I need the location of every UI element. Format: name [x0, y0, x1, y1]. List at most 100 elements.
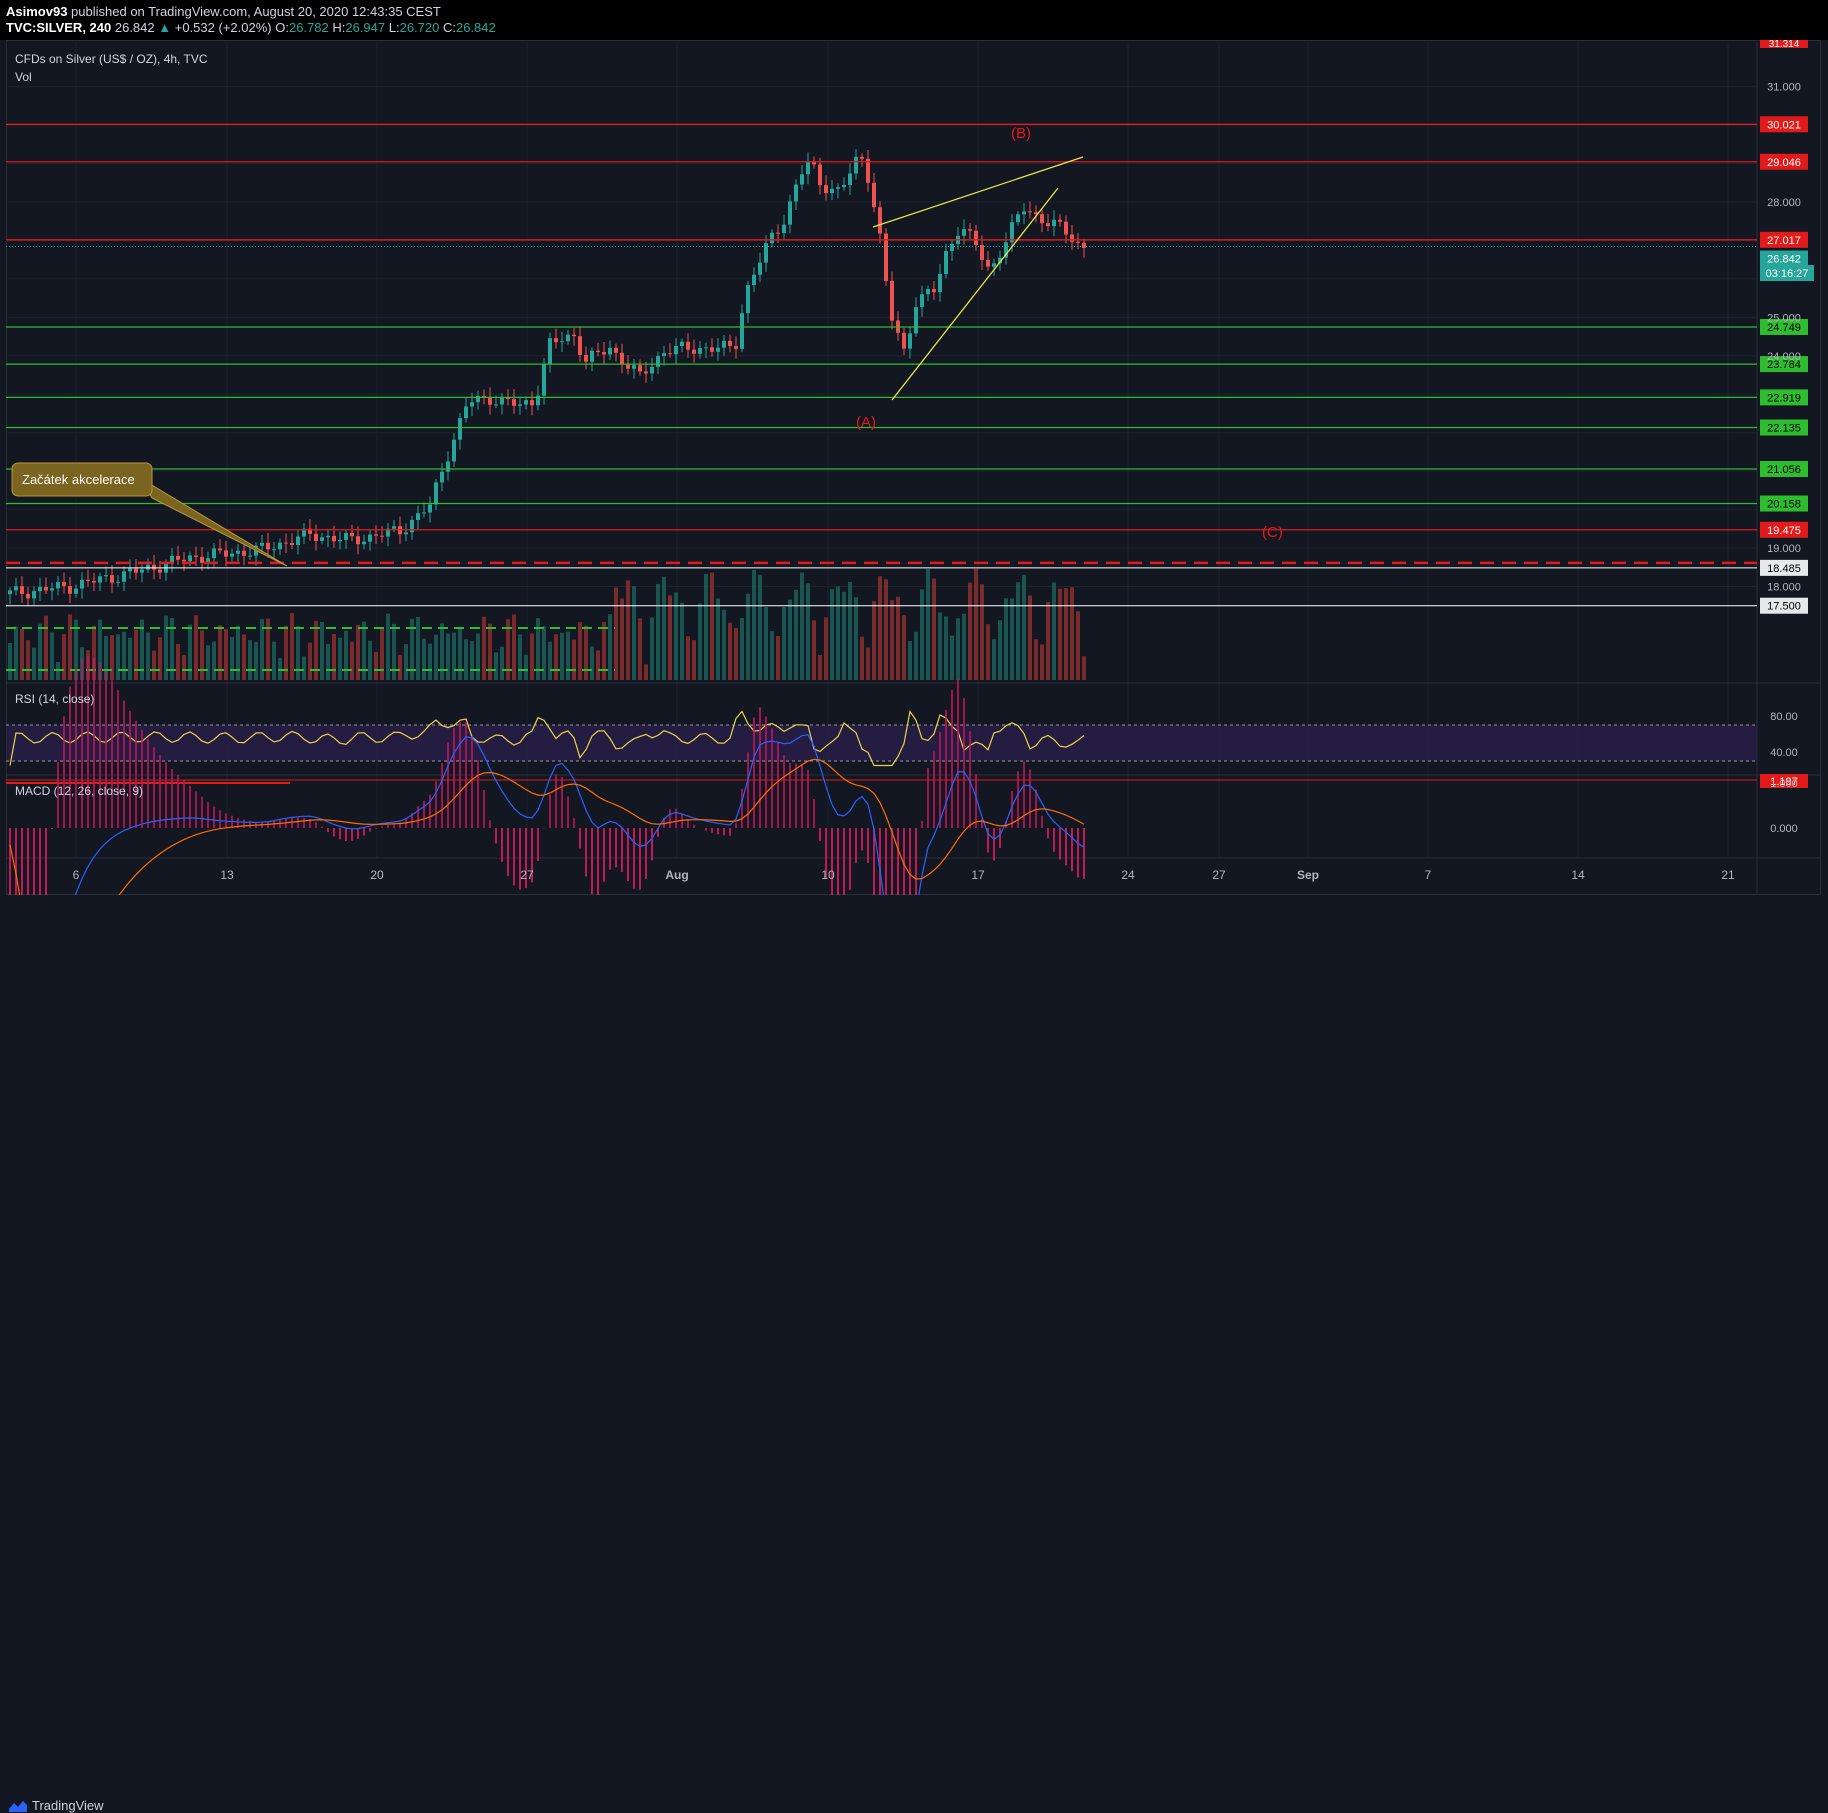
volume-bar — [194, 615, 198, 680]
candle-body — [488, 397, 492, 405]
macd-histogram-bar — [375, 828, 377, 829]
volume-bar — [248, 640, 252, 680]
volume-bar — [518, 634, 522, 680]
volume-bar — [524, 655, 528, 680]
volume-bar — [452, 633, 456, 680]
macd-histogram-bar — [321, 827, 323, 828]
candle-body — [140, 570, 144, 573]
volume-bar — [686, 636, 690, 680]
macd-histogram-bar — [135, 721, 137, 828]
candle-body — [38, 587, 42, 591]
candle-body — [686, 342, 690, 350]
macd-histogram-bar — [939, 732, 941, 828]
macd-histogram-bar — [651, 828, 653, 860]
volume-bar — [314, 621, 318, 680]
candle-body — [8, 590, 12, 594]
candle-body — [428, 504, 432, 512]
macd-legend[interactable]: MACD (12, 26, close, 9) — [15, 784, 143, 798]
candle-body — [596, 351, 600, 352]
volume-bar — [812, 620, 816, 680]
volume-bar — [572, 640, 576, 680]
macd-histogram-bar — [99, 663, 101, 828]
candle-body — [134, 569, 138, 573]
time-tick: Sep — [1297, 868, 1319, 882]
drawing-tools[interactable]: Začátek akcelerace (A) (B) (C) — [12, 125, 1283, 566]
candle-body — [272, 549, 276, 550]
volume-bar — [704, 574, 708, 680]
volume-bar — [476, 633, 480, 680]
candle-body — [968, 229, 972, 231]
candle-body — [944, 251, 948, 274]
candle-body — [500, 397, 504, 404]
volume-bar — [134, 630, 138, 680]
macd-histogram-bar — [891, 828, 893, 895]
volume-bar — [116, 634, 120, 680]
volume-bar — [1052, 583, 1056, 680]
macd-histogram-bar — [9, 828, 11, 895]
volume-bar — [764, 607, 768, 680]
volume-bar — [50, 632, 54, 680]
macd-histogram-bar — [447, 742, 449, 828]
volume-bar — [746, 594, 750, 680]
candle-body — [566, 335, 570, 341]
footer: TradingView — [0, 895, 1828, 927]
volume-bar — [782, 607, 786, 680]
macd-histogram-bar — [459, 722, 461, 828]
volume-bar — [494, 652, 498, 680]
candle-body — [266, 543, 270, 549]
candle-body — [236, 551, 240, 554]
volume-bars — [8, 569, 1086, 680]
time-tick: 10 — [821, 868, 835, 882]
macd-histogram-bar — [711, 828, 713, 833]
volume-bar — [644, 664, 648, 680]
volume-bar — [692, 640, 696, 680]
macd-histogram-bar — [69, 687, 71, 828]
candle-body — [146, 565, 150, 570]
volume-bar — [428, 644, 432, 680]
price-level-label: 26.842 — [1760, 251, 1808, 267]
volume-bar — [974, 569, 978, 680]
candle-body — [368, 534, 372, 541]
volume-bar — [1040, 645, 1044, 680]
candle-body — [128, 569, 132, 572]
volume-bar — [608, 614, 612, 680]
volume-bar — [596, 650, 600, 680]
rsi-legend[interactable]: RSI (14, close) — [15, 692, 94, 706]
candle-body — [464, 407, 468, 419]
candle-body — [278, 543, 282, 550]
chart-canvas[interactable]: 30.02129.04627.01726.84224.74923.78422.9… — [0, 0, 1828, 895]
volume-bar — [398, 655, 402, 680]
candle-body — [176, 556, 180, 560]
candle-body — [68, 586, 72, 594]
macd-histogram-bar — [39, 828, 41, 895]
time-tick: 20 — [370, 868, 384, 882]
volume-legend[interactable]: Vol — [15, 70, 32, 84]
candle-body — [902, 333, 906, 349]
price-level-text: 18.485 — [1767, 563, 1801, 575]
time-tick: 14 — [1571, 868, 1585, 882]
candle-body — [590, 351, 594, 362]
macd-histogram-bar — [717, 828, 719, 834]
macd-histogram-bar — [723, 828, 725, 835]
time-tick: 7 — [1425, 868, 1432, 882]
volume-bar — [386, 614, 390, 680]
macd-histogram-bar — [807, 770, 809, 828]
volume-bar — [152, 651, 156, 680]
tradingview-logo[interactable]: TradingView — [8, 1798, 104, 1813]
candle-body — [350, 533, 354, 536]
volume-bar — [962, 614, 966, 680]
volume-bar — [320, 622, 324, 680]
candle-body — [1046, 223, 1050, 226]
macd-histogram-bar — [159, 755, 161, 828]
macd-histogram-bar — [669, 809, 671, 828]
candle-body — [644, 371, 648, 373]
instrument-legend[interactable]: CFDs on Silver (US$ / OZ), 4h, TVC — [15, 52, 208, 66]
candle-body — [848, 173, 852, 185]
candle-body — [470, 402, 474, 406]
candle-body — [314, 534, 318, 541]
macd-histogram-bar — [477, 760, 479, 828]
volume-bar — [800, 573, 804, 680]
wedge-lower-line[interactable] — [892, 188, 1058, 400]
